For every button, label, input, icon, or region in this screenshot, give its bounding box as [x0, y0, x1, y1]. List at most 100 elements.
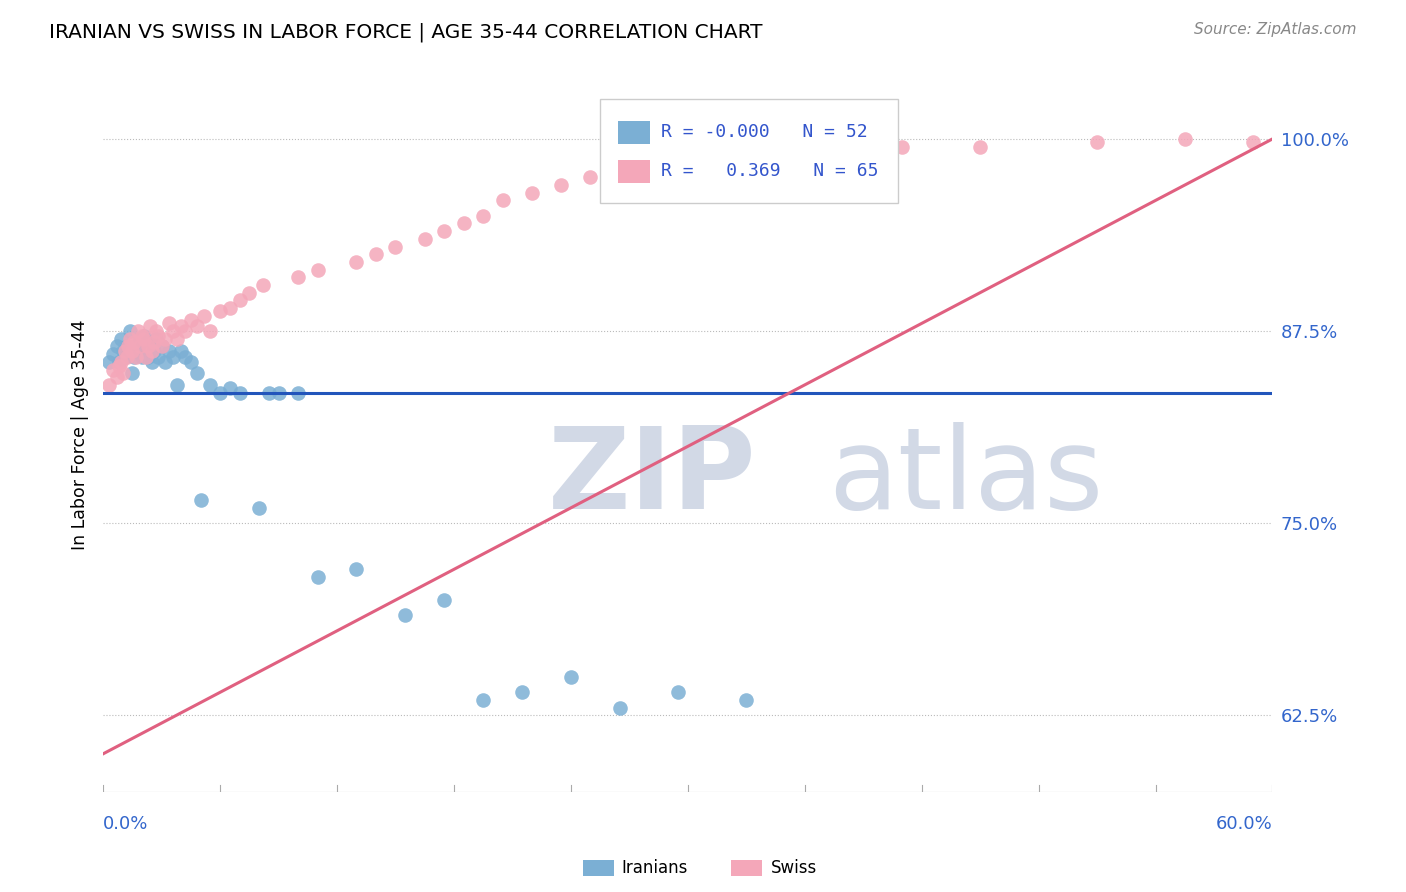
- Point: [453, 217, 475, 231]
- Point: [657, 155, 679, 169]
- Point: [1085, 135, 1108, 149]
- Point: [98, 377, 121, 392]
- Point: [200, 377, 222, 392]
- Point: [755, 139, 778, 153]
- Point: [346, 562, 368, 576]
- Point: [413, 232, 436, 246]
- Point: [150, 339, 173, 353]
- Point: [166, 377, 188, 392]
- Point: [129, 339, 152, 353]
- Point: [218, 381, 240, 395]
- FancyBboxPatch shape: [600, 99, 898, 202]
- Point: [105, 339, 128, 353]
- Point: [131, 328, 153, 343]
- Point: [180, 355, 202, 369]
- Point: [520, 186, 543, 200]
- Point: [111, 344, 134, 359]
- Point: [696, 147, 718, 161]
- Point: [550, 178, 572, 192]
- Text: R = -0.000   N = 52: R = -0.000 N = 52: [661, 123, 868, 142]
- Point: [145, 324, 167, 338]
- Point: [127, 324, 149, 338]
- Point: [307, 570, 329, 584]
- Point: [139, 319, 162, 334]
- Point: [969, 139, 991, 153]
- Point: [579, 170, 602, 185]
- Point: [218, 301, 240, 315]
- Point: [209, 304, 232, 318]
- Text: Iranians: Iranians: [621, 859, 688, 877]
- Bar: [617, 121, 651, 144]
- Point: [98, 355, 121, 369]
- Point: [170, 344, 193, 359]
- Point: [190, 493, 212, 508]
- Point: [136, 350, 159, 364]
- Point: [146, 350, 169, 364]
- Point: [132, 332, 155, 346]
- Point: [560, 670, 582, 684]
- Point: [124, 334, 146, 349]
- Point: [146, 328, 169, 343]
- Point: [124, 350, 146, 364]
- Point: [155, 332, 177, 346]
- Point: [200, 324, 222, 338]
- Point: [209, 385, 232, 400]
- Point: [238, 285, 260, 300]
- Point: [150, 339, 173, 353]
- Point: [891, 139, 914, 153]
- Point: [228, 293, 250, 308]
- Point: [257, 385, 280, 400]
- Point: [135, 350, 157, 364]
- Point: [609, 700, 631, 714]
- Point: [492, 194, 515, 208]
- Point: [666, 685, 689, 699]
- Point: [131, 350, 153, 364]
- Point: [141, 355, 163, 369]
- Point: [364, 247, 387, 261]
- Point: [105, 370, 128, 384]
- Point: [472, 209, 495, 223]
- Point: [186, 366, 208, 380]
- Point: [252, 277, 274, 292]
- Text: 0.0%: 0.0%: [103, 815, 149, 833]
- Point: [394, 608, 416, 623]
- Point: [510, 685, 533, 699]
- Point: [813, 132, 835, 146]
- Point: [114, 344, 136, 359]
- Point: [117, 347, 139, 361]
- Text: 60.0%: 60.0%: [1216, 815, 1272, 833]
- Point: [142, 334, 165, 349]
- Point: [174, 350, 197, 364]
- Point: [127, 344, 149, 359]
- Point: [136, 339, 159, 353]
- Point: [247, 500, 270, 515]
- Point: [619, 162, 641, 177]
- Point: [267, 385, 290, 400]
- Point: [735, 693, 758, 707]
- Point: [307, 262, 329, 277]
- Point: [157, 344, 180, 359]
- Point: [117, 339, 139, 353]
- Point: [115, 339, 138, 353]
- Point: [121, 366, 143, 380]
- Point: [107, 359, 129, 374]
- Point: [101, 362, 124, 376]
- Point: [110, 332, 132, 346]
- Point: [120, 332, 142, 346]
- Point: [166, 332, 188, 346]
- Point: [121, 344, 143, 359]
- Point: [162, 350, 184, 364]
- Text: Swiss: Swiss: [770, 859, 817, 877]
- Point: [141, 344, 163, 359]
- Point: [1174, 132, 1197, 146]
- Point: [287, 385, 309, 400]
- Point: [433, 593, 456, 607]
- Point: [120, 324, 142, 338]
- Point: [472, 693, 495, 707]
- Point: [287, 270, 309, 285]
- Point: [346, 255, 368, 269]
- Point: [114, 350, 136, 364]
- Point: [139, 334, 162, 349]
- Point: [135, 339, 157, 353]
- Point: [132, 328, 155, 343]
